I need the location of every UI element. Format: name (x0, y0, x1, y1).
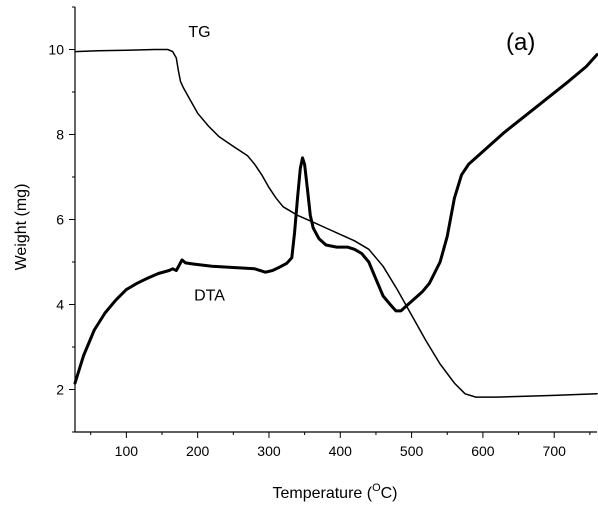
x-tick-label: 700 (543, 443, 567, 459)
x-tick-label: 100 (115, 443, 139, 459)
annotations: TG DTA (188, 24, 225, 305)
panel-label: (a) (506, 29, 535, 56)
y-tick-label: 2 (56, 382, 64, 398)
x-tick-label: 600 (471, 443, 495, 459)
y-tick-label: 6 (56, 212, 64, 228)
series-dta-label: DTA (194, 287, 225, 304)
x-tick-label: 300 (257, 443, 281, 459)
x-tick-label: 200 (186, 443, 210, 459)
y-tick-label: 10 (48, 42, 64, 58)
series-tg-line (74, 48, 598, 398)
x-tick-label: 400 (329, 443, 353, 459)
series-dta-line (73, 53, 598, 385)
series-tg-label: TG (188, 24, 210, 41)
y-axis-title: Weight (mg) (13, 184, 30, 271)
plot-frame (74, 7, 597, 433)
axis-ticks: 100 200 300 400 500 600 700 2 4 6 8 10 (48, 6, 591, 459)
series-group (73, 48, 598, 398)
x-tick-label: 500 (400, 443, 424, 459)
y-tick-label: 4 (56, 297, 64, 313)
x-axis-title: Temperature (OC) (272, 482, 397, 502)
y-tick-label: 8 (56, 127, 64, 143)
